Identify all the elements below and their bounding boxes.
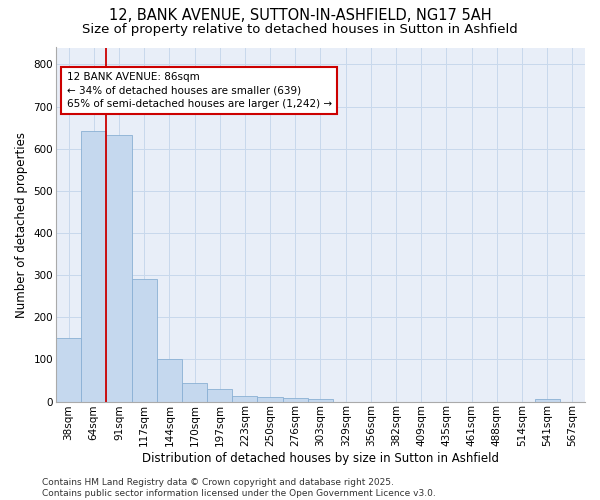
Bar bbox=[308, 400, 333, 402]
Bar bbox=[257, 398, 283, 402]
Bar bbox=[106, 134, 131, 402]
Bar bbox=[56, 338, 81, 402]
Bar bbox=[535, 400, 560, 402]
Text: Size of property relative to detached houses in Sutton in Ashfield: Size of property relative to detached ho… bbox=[82, 22, 518, 36]
Bar bbox=[81, 131, 106, 402]
Text: 12 BANK AVENUE: 86sqm
← 34% of detached houses are smaller (639)
65% of semi-det: 12 BANK AVENUE: 86sqm ← 34% of detached … bbox=[67, 72, 332, 108]
Bar bbox=[283, 398, 308, 402]
Text: Contains HM Land Registry data © Crown copyright and database right 2025.
Contai: Contains HM Land Registry data © Crown c… bbox=[42, 478, 436, 498]
X-axis label: Distribution of detached houses by size in Sutton in Ashfield: Distribution of detached houses by size … bbox=[142, 452, 499, 465]
Bar bbox=[232, 396, 257, 402]
Y-axis label: Number of detached properties: Number of detached properties bbox=[15, 132, 28, 318]
Text: 12, BANK AVENUE, SUTTON-IN-ASHFIELD, NG17 5AH: 12, BANK AVENUE, SUTTON-IN-ASHFIELD, NG1… bbox=[109, 8, 491, 22]
Bar bbox=[157, 360, 182, 402]
Bar bbox=[207, 389, 232, 402]
Bar bbox=[182, 382, 207, 402]
Bar bbox=[131, 280, 157, 402]
